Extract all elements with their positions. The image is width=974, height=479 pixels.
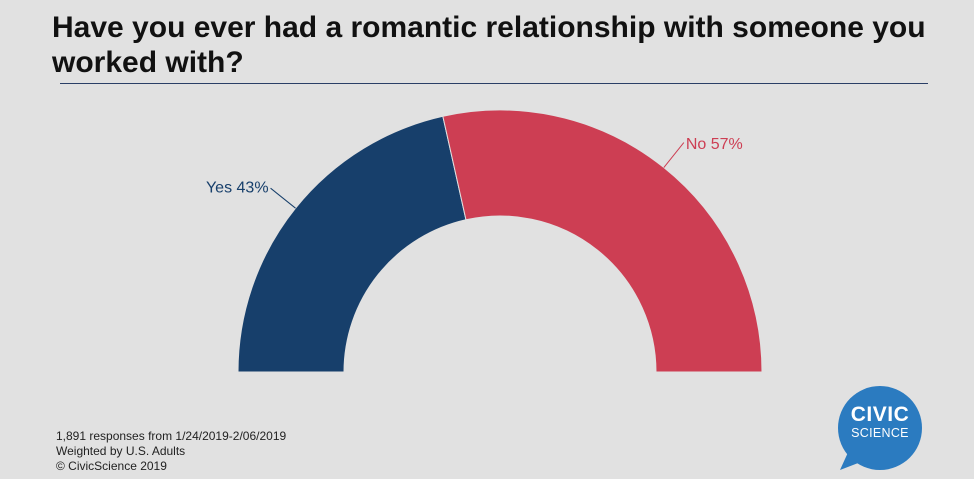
- chart-title: Have you ever had a romantic relationshi…: [52, 11, 926, 79]
- logo-text-civic: CIVIC: [850, 403, 910, 426]
- slice-no: [442, 109, 763, 373]
- leader-line-yes: [270, 187, 296, 209]
- title-divider: [60, 83, 928, 84]
- footer-copyright: © CivicScience 2019: [56, 459, 167, 473]
- logo-text-science: SCIENCE: [851, 426, 909, 440]
- footer-weighting: Weighted by U.S. Adults: [56, 444, 186, 458]
- leader-line-no: [663, 142, 685, 168]
- slice-yes: [237, 115, 467, 373]
- footer-responses: 1,891 responses from 1/24/2019-2/06/2019: [56, 429, 287, 443]
- data-label-yes: Yes 43%: [206, 179, 269, 196]
- chart-footer: 1,891 responses from 1/24/2019-2/06/2019…: [56, 429, 286, 474]
- speech-bubble-icon: [838, 386, 922, 470]
- civicscience-logo: CIVIC SCIENCE: [836, 386, 932, 472]
- data-label-no: No 57%: [686, 136, 743, 153]
